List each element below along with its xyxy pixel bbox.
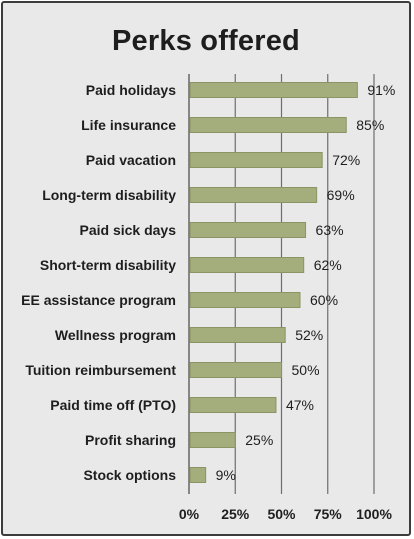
value-label: 60% — [310, 292, 338, 308]
category-label: Long-term disability — [42, 187, 176, 203]
x-tick-label: 100% — [356, 506, 392, 522]
category-label: Wellness program — [55, 327, 176, 343]
bar — [189, 152, 323, 168]
value-label: 47% — [286, 397, 314, 413]
x-tick-label: 75% — [314, 506, 343, 522]
category-label: EE assistance program — [21, 292, 176, 308]
category-label: Paid time off (PTO) — [50, 397, 176, 413]
category-label: Paid holidays — [86, 82, 176, 98]
x-tick-label: 25% — [221, 506, 250, 522]
bar — [189, 222, 307, 238]
bar — [189, 467, 207, 483]
category-label: Tuition reimbursement — [25, 362, 176, 378]
value-label: 85% — [356, 117, 384, 133]
value-label: 62% — [314, 257, 342, 273]
value-label: 63% — [316, 222, 344, 238]
category-label: Stock options — [83, 467, 176, 483]
bar — [189, 187, 318, 203]
bar — [189, 327, 286, 343]
category-label: Short-term disability — [40, 257, 176, 273]
x-tick-label: 0% — [179, 506, 200, 522]
category-label: Paid sick days — [79, 222, 176, 238]
value-label: 91% — [367, 82, 395, 98]
bar — [189, 397, 277, 413]
value-label: 25% — [245, 432, 273, 448]
value-label: 69% — [327, 187, 355, 203]
bar — [189, 117, 347, 133]
x-tick-label: 50% — [267, 506, 296, 522]
bar — [189, 257, 305, 273]
category-label: Life insurance — [81, 117, 176, 133]
chart-title: Perks offered — [112, 25, 300, 57]
category-label: Profit sharing — [85, 432, 176, 448]
value-label: 52% — [295, 327, 323, 343]
bar — [189, 292, 301, 308]
bar — [189, 82, 358, 98]
value-label: 72% — [332, 152, 360, 168]
category-label: Paid vacation — [86, 152, 176, 168]
bar — [189, 362, 282, 378]
value-label: 50% — [292, 362, 320, 378]
value-label: 9% — [216, 467, 236, 483]
bar — [189, 432, 236, 448]
